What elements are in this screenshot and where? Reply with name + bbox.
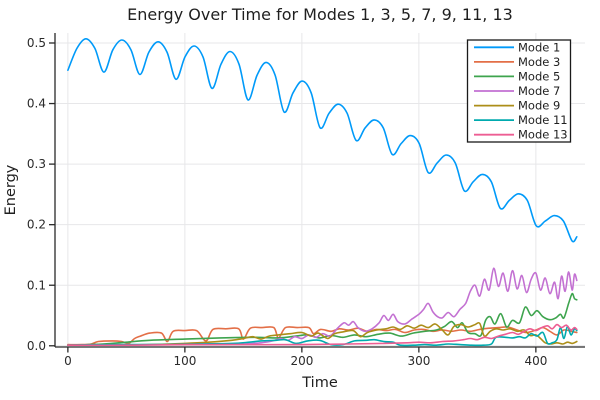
y-axis-label: Energy bbox=[3, 164, 19, 215]
x-tick-labels: 0 100 200 300 400 bbox=[64, 354, 547, 368]
x-tick-label: 100 bbox=[173, 354, 196, 368]
x-axis-label: Time bbox=[301, 375, 338, 391]
series-line-mode-9 bbox=[67, 321, 578, 347]
legend-label-mode-13: Mode 13 bbox=[518, 128, 568, 142]
legend-label-mode-1: Mode 1 bbox=[518, 40, 560, 54]
y-tick-label: 0.1 bbox=[27, 278, 46, 292]
x-tick-label: 300 bbox=[407, 354, 430, 368]
legend-label-mode-3: Mode 3 bbox=[518, 55, 560, 69]
axis-spines-and-ticks bbox=[49, 33, 585, 353]
y-tick-label: 0.4 bbox=[27, 97, 46, 111]
series-line-mode-11 bbox=[67, 325, 578, 347]
legend: Mode 1 Mode 3 Mode 5 Mode 7 Mode 9 Mode … bbox=[466, 39, 572, 143]
y-tick-label: 0.3 bbox=[27, 157, 46, 171]
y-tick-label: 0.0 bbox=[27, 339, 46, 353]
x-tick-label: 200 bbox=[290, 354, 313, 368]
series-line-mode-1 bbox=[67, 38, 578, 243]
y-tick-label: 0.2 bbox=[27, 218, 46, 232]
series-line-mode-13 bbox=[67, 323, 578, 347]
x-tick-label: 400 bbox=[524, 354, 547, 368]
y-tick-label: 0.5 bbox=[27, 36, 46, 50]
chart-title: Energy Over Time for Modes 1, 3, 5, 7, 9… bbox=[127, 5, 513, 24]
x-tick-label: 0 bbox=[64, 354, 72, 368]
legend-label-mode-9: Mode 9 bbox=[518, 99, 560, 113]
y-tick-labels: 0.0 0.1 0.2 0.3 0.4 0.5 bbox=[27, 36, 46, 353]
series-line-mode-3 bbox=[67, 326, 578, 346]
legend-label-mode-11: Mode 11 bbox=[518, 113, 568, 127]
legend-label-mode-5: Mode 5 bbox=[518, 69, 560, 83]
series-line-mode-5 bbox=[67, 292, 578, 346]
series-line-mode-7 bbox=[67, 267, 578, 347]
series-lines bbox=[67, 38, 578, 347]
legend-label-mode-7: Mode 7 bbox=[518, 84, 560, 98]
